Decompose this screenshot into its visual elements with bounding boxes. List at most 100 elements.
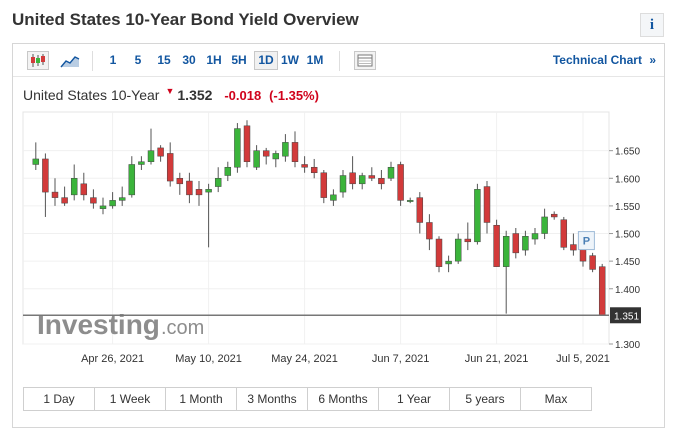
range-6-months[interactable]: 6 Months — [308, 388, 379, 410]
candle-body — [570, 244, 577, 251]
x-tick-label: Jun 7, 2021 — [372, 353, 430, 365]
interval-1min[interactable]: 1 — [109, 53, 117, 67]
info-icon[interactable]: i — [640, 13, 664, 37]
down-arrow-icon: ▼ — [165, 86, 175, 96]
candle-body — [282, 142, 289, 157]
area-chart-type-icon[interactable] — [59, 51, 81, 70]
interval-1w[interactable]: 1W — [281, 53, 299, 67]
candlestick-type-icon[interactable] — [27, 51, 49, 70]
candle — [291, 131, 299, 168]
candle-body — [464, 238, 472, 243]
candle-body — [330, 194, 337, 201]
interval-1m[interactable]: 1M — [306, 53, 324, 67]
candle — [358, 172, 366, 190]
candle — [589, 252, 596, 273]
candle — [90, 189, 97, 209]
candle-body — [138, 161, 145, 165]
range-1-year[interactable]: 1 Year — [379, 388, 450, 410]
candle — [61, 186, 68, 206]
candle — [512, 228, 520, 259]
range-1-month[interactable]: 1 Month — [166, 388, 237, 410]
candle-body — [406, 200, 414, 202]
candle — [262, 147, 270, 165]
last-price: 1.352 — [177, 87, 213, 103]
candle — [502, 230, 510, 314]
p-marker-label: P — [583, 236, 590, 248]
chart-grid — [22, 111, 610, 345]
x-axis: Apr 26, 2021 May 10, 2021 May 24, 2021 Jun … — [81, 353, 610, 365]
interval-5min[interactable]: 5 — [134, 53, 142, 67]
candle-body — [128, 164, 136, 196]
candle-body — [349, 172, 356, 185]
candle-body — [42, 158, 49, 193]
candlestick-chart[interactable]: Investing .com 1.351 P 1.650 1.600 1.550 1.5… — [13, 44, 664, 384]
candle — [243, 120, 251, 168]
range-3-months[interactable]: 3 Months — [237, 388, 308, 410]
candle-body — [358, 175, 366, 185]
candle-body — [522, 236, 529, 251]
interval-30min[interactable]: 30 — [182, 53, 196, 67]
toolbar-divider — [339, 51, 340, 71]
candle-body — [262, 150, 270, 157]
candle-body — [166, 153, 174, 182]
chart-toolbar: 1 5 15 30 1H 5H 1D 1W 1M Technical Chart… — [13, 44, 664, 77]
candle — [378, 170, 385, 190]
candle-body — [186, 180, 193, 196]
candle — [570, 233, 577, 256]
range-max[interactable]: Max — [521, 388, 591, 410]
y-axis: 1.650 1.600 1.550 1.500 1.450 1.400 1.300 — [609, 147, 640, 351]
candle — [186, 172, 193, 204]
candle-body — [214, 178, 222, 187]
chart-widget: 1 5 15 30 1H 5H 1D 1W 1M Technical Chart… — [12, 43, 665, 428]
candle — [560, 216, 568, 251]
candle-body — [291, 142, 299, 162]
candle-body — [310, 166, 318, 174]
candle — [32, 142, 40, 170]
candle-body — [157, 147, 164, 157]
range-1-day[interactable]: 1 Day — [24, 388, 95, 410]
candle-body — [483, 186, 491, 223]
interval-1h[interactable]: 1H — [206, 53, 222, 67]
candle-body — [339, 175, 347, 193]
candle — [70, 164, 78, 201]
candle-body — [368, 175, 376, 179]
interval-1d[interactable]: 1D — [254, 51, 278, 70]
candle-body — [493, 224, 500, 267]
x-tick-label: Jun 21, 2021 — [465, 353, 529, 365]
candle-body — [474, 189, 481, 243]
x-tick-label: May 10, 2021 — [175, 353, 242, 365]
candle — [435, 236, 443, 273]
candle — [205, 183, 212, 248]
technical-chart-link[interactable]: Technical Chart » — [553, 53, 656, 67]
technical-chart-label: Technical Chart — [552, 53, 642, 67]
candle — [483, 181, 491, 234]
candle-body — [454, 238, 462, 262]
candle-body — [90, 197, 97, 204]
candle — [157, 145, 164, 162]
candle — [368, 167, 376, 182]
candle-body — [32, 158, 40, 165]
range-5-years[interactable]: 5 years — [450, 388, 521, 410]
interval-15min[interactable]: 15 — [157, 53, 171, 67]
interval-5h[interactable]: 5H — [231, 53, 247, 67]
candle-body — [61, 197, 68, 204]
candle-body — [272, 153, 280, 160]
candle-body — [541, 216, 548, 234]
candle — [474, 183, 481, 245]
range-1-week[interactable]: 1 Week — [95, 388, 166, 410]
quote-line: United States 10-Year ▼ 1.352 -0.018 (-1.3… — [23, 86, 319, 103]
candle-body — [378, 178, 385, 185]
candle — [282, 134, 289, 162]
candle-body — [531, 233, 539, 240]
price-change-percent: (-1.35%) — [269, 88, 319, 103]
candle-body — [80, 183, 88, 196]
candle — [195, 181, 203, 206]
last-price-label: 1.351 — [614, 311, 639, 322]
candle-body — [224, 166, 232, 176]
candle — [454, 233, 462, 264]
watermark-brand: Investing — [37, 309, 160, 340]
double-chevron-right-icon: » — [649, 53, 656, 67]
table-view-icon[interactable] — [354, 51, 376, 70]
y-tick-label: 1.400 — [615, 285, 640, 296]
candle — [224, 161, 232, 182]
